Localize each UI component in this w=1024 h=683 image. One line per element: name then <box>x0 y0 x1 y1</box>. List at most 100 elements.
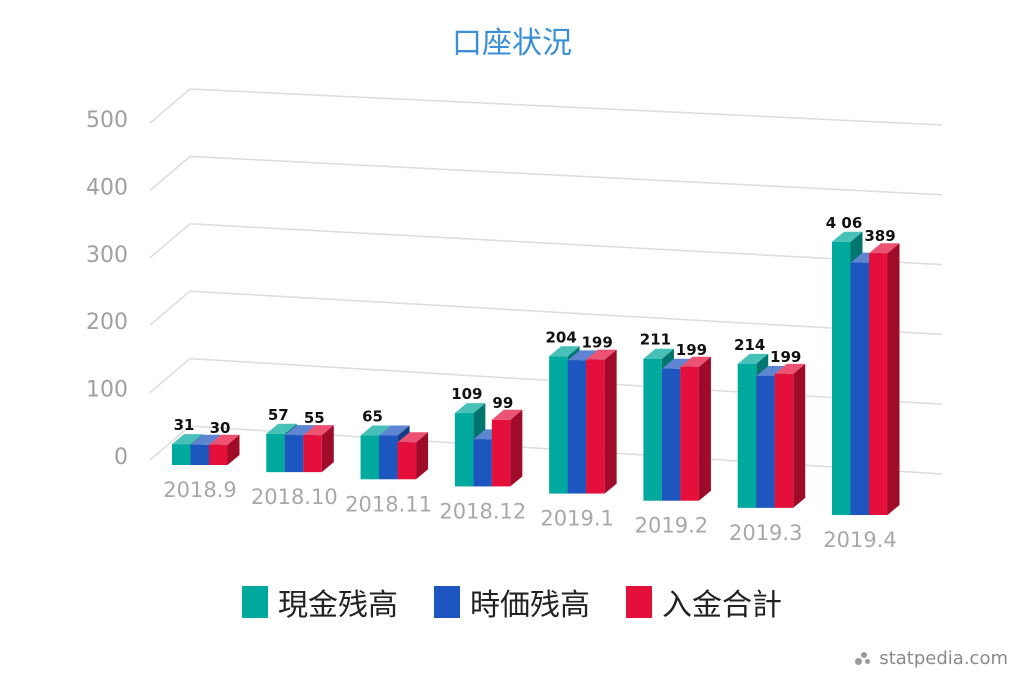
bar <box>850 262 869 515</box>
legend-item-deposit[interactable]: 入金合計 <box>626 580 782 624</box>
gridline-side <box>149 290 191 326</box>
gridline-side <box>149 155 191 191</box>
bar-top <box>832 231 863 242</box>
bar-side <box>416 432 429 480</box>
bar <box>661 368 681 501</box>
bar-top <box>549 346 580 357</box>
bar <box>643 358 662 501</box>
bar-side <box>698 356 711 501</box>
bar <box>756 375 775 508</box>
x-tick-label: 2019.4 <box>823 528 896 552</box>
bar-top <box>586 349 617 360</box>
y-tick-label: 300 <box>86 243 128 268</box>
chart-title: 口座状況 <box>452 26 572 61</box>
gridline-side <box>149 425 191 461</box>
bar <box>303 435 322 473</box>
gridline <box>189 155 943 196</box>
bar-top <box>491 409 523 420</box>
bar <box>190 444 209 465</box>
y-tick-label: 400 <box>86 175 128 200</box>
bar <box>491 419 511 487</box>
bar <box>549 356 568 494</box>
bar <box>869 253 888 515</box>
data-label: 199 <box>770 348 801 366</box>
bar <box>397 442 417 480</box>
bar-top <box>774 363 806 374</box>
bar <box>473 439 492 487</box>
bar-top <box>190 434 221 445</box>
y-tick-label: 100 <box>86 378 128 403</box>
bar-top <box>454 403 486 414</box>
bar <box>832 241 851 515</box>
x-tick-label: 2018.9 <box>163 478 236 502</box>
bar <box>586 359 605 494</box>
bar-top <box>266 423 297 434</box>
legend-label-cash: 現金残高 <box>278 588 398 623</box>
data-label: 30 <box>210 419 231 437</box>
statpedia-logo-icon <box>855 651 873 666</box>
gridline <box>189 88 943 126</box>
data-label: 214 <box>734 336 765 354</box>
bar-top <box>661 358 693 369</box>
bar-side <box>321 425 334 473</box>
bar-top <box>567 350 599 361</box>
legend-item-cash[interactable]: 現金残高 <box>242 580 398 624</box>
bar-top <box>379 425 410 436</box>
legend-swatch-cash <box>242 586 268 618</box>
bar <box>172 444 191 465</box>
bar-top <box>643 348 674 359</box>
data-label: 109 <box>451 385 482 403</box>
bar-top <box>360 425 392 436</box>
watermark-text: statpedia.com <box>879 648 1008 669</box>
bar-top <box>209 434 240 445</box>
bar-top <box>172 434 203 445</box>
y-tick-label: 0 <box>114 445 128 470</box>
bar-side <box>793 363 806 508</box>
bar <box>567 360 587 494</box>
x-tick-label: 2018.11 <box>345 492 432 516</box>
x-tick-label: 2018.10 <box>251 485 338 509</box>
x-tick-label: 2019.2 <box>635 514 708 538</box>
data-label: 65 <box>362 408 383 426</box>
y-tick-label: 200 <box>86 310 128 335</box>
bar-side <box>887 243 900 515</box>
data-label: 204 <box>545 328 576 346</box>
bar <box>209 444 228 465</box>
bar <box>737 363 757 508</box>
data-label: 389 <box>864 227 895 245</box>
bar-top <box>284 425 316 436</box>
data-label: 199 <box>676 341 707 359</box>
x-tick-label: 2019.3 <box>729 521 802 545</box>
bar <box>266 433 285 473</box>
bar-side <box>510 409 523 487</box>
legend-label-market: 時価残高 <box>470 588 590 623</box>
bar-top <box>680 356 711 367</box>
x-tick-label: 2019.1 <box>540 507 613 531</box>
bar-top <box>303 425 334 436</box>
legend: 現金残高 時価残高 入金合計 <box>0 580 1024 624</box>
gridline <box>189 223 943 266</box>
bar-side <box>227 434 240 465</box>
data-label: 31 <box>174 416 195 434</box>
gridline-side <box>149 88 191 124</box>
bar-side <box>604 349 617 494</box>
bar-top <box>756 365 787 376</box>
data-label: 211 <box>640 331 671 349</box>
bar <box>454 413 474 487</box>
data-label: 4 06 <box>826 214 863 232</box>
bar-top <box>397 432 429 443</box>
gridline <box>189 290 943 336</box>
legend-label-deposit: 入金合計 <box>662 588 782 623</box>
bar <box>284 435 304 473</box>
bar <box>379 435 398 480</box>
legend-swatch-market <box>434 586 460 618</box>
data-label: 57 <box>268 406 289 424</box>
legend-swatch-deposit <box>626 586 652 618</box>
watermark: statpedia.com <box>855 648 1008 669</box>
data-label: 99 <box>492 394 513 412</box>
y-tick-label: 500 <box>86 108 128 133</box>
bar-top <box>869 243 900 254</box>
data-label: 199 <box>581 334 612 352</box>
legend-item-market[interactable]: 時価残高 <box>434 580 590 624</box>
